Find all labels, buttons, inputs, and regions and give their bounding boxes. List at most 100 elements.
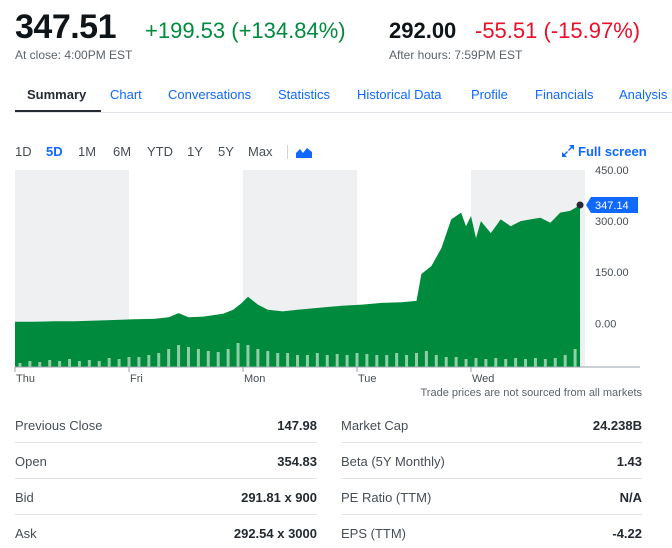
stat-ask: Ask 292.54 x 3000	[15, 515, 317, 548]
range-5d[interactable]: 5D	[46, 144, 63, 159]
stat-market-cap: Market Cap 24.238B	[341, 407, 642, 443]
volume-bar	[226, 349, 230, 367]
volume-bar	[58, 361, 62, 367]
volume-bar	[434, 355, 438, 367]
price-chart-svg: Thu Fri Mon Tue Wed 450.00 300.00 150.00 0.00 347…	[14, 165, 640, 385]
volume-bar	[543, 359, 547, 367]
last-price-callout	[586, 197, 639, 214]
fullscreen-label: Full screen	[578, 144, 647, 159]
stat-value: 1.43	[616, 454, 642, 469]
volume-bar	[464, 359, 468, 367]
x-tick-label: Wed	[472, 373, 494, 385]
range-1y[interactable]: 1Y	[187, 144, 203, 159]
volume-bar	[107, 358, 111, 367]
stat-value: 147.98	[277, 418, 317, 433]
x-tick-label: Fri	[130, 373, 143, 385]
volume-bar	[186, 347, 190, 367]
tab-analysis[interactable]: Analysis	[619, 87, 668, 102]
volume-bar	[38, 362, 42, 367]
x-tick-label: Mon	[244, 373, 265, 385]
volume-bar	[405, 355, 409, 367]
stat-label: Open	[15, 454, 47, 469]
stat-label: EPS (TTM)	[341, 526, 406, 541]
volume-bar	[117, 359, 121, 367]
range-1d[interactable]: 1D	[15, 144, 32, 159]
stat-value: 24.238B	[592, 418, 642, 433]
volume-bar	[424, 351, 428, 367]
stat-beta: Beta (5Y Monthly) 1.43	[341, 443, 642, 479]
volume-bar	[385, 355, 389, 367]
volume-bar	[196, 349, 200, 367]
volume-bar	[494, 358, 498, 367]
tab-historical-data[interactable]: Historical Data	[357, 87, 442, 102]
volume-bar	[315, 353, 319, 367]
fullscreen-button[interactable]: Full screen	[562, 144, 647, 159]
volume-bar	[325, 355, 329, 367]
volume-bar	[484, 359, 488, 367]
stat-value: -4.22	[612, 526, 642, 541]
tab-statistics[interactable]: Statistics	[278, 87, 331, 102]
range-6m[interactable]: 6M	[113, 144, 132, 159]
volume-bar	[77, 361, 81, 367]
stat-label: Bid	[15, 490, 34, 505]
stat-label: PE Ratio (TTM)	[341, 490, 432, 505]
stat-label: Beta (5Y Monthly)	[341, 454, 445, 469]
range-divider	[287, 145, 288, 159]
price-change: +199.53 (+134.84%)	[145, 18, 346, 43]
quote-header: 347.51 +199.53 (+134.84%) At close: 4:00…	[15, 8, 665, 64]
volume-bar	[147, 355, 151, 367]
x-tick-label: Thu	[16, 373, 35, 385]
volume-bar	[563, 355, 567, 367]
range-ytd[interactable]: YTD	[147, 144, 173, 159]
volume-bar	[127, 357, 131, 367]
volume-bar	[246, 345, 250, 367]
stat-value: 291.81 x 900	[241, 490, 317, 505]
volume-bar	[87, 360, 91, 367]
volume-bar	[157, 353, 161, 367]
after-hours-price: 292.00	[389, 18, 457, 43]
tab-conversations[interactable]: Conversations	[168, 87, 252, 102]
volume-bar	[524, 359, 528, 367]
volume-bar	[514, 358, 518, 367]
range-5y[interactable]: 5Y	[218, 144, 234, 159]
after-hours-change: -55.51 (-15.97%)	[475, 18, 641, 43]
volume-bar	[266, 351, 270, 367]
stat-value: N/A	[619, 490, 642, 505]
volume-bar	[48, 360, 52, 367]
mountain-chart-icon[interactable]	[296, 146, 312, 158]
volume-bar	[345, 355, 349, 367]
volume-bar	[355, 353, 359, 367]
tab-chart[interactable]: Chart	[110, 87, 142, 102]
tab-profile[interactable]: Profile	[471, 87, 508, 102]
range-1m[interactable]: 1M	[78, 144, 97, 159]
close-time-note: At close: 4:00PM EST	[15, 48, 133, 62]
volume-bar	[474, 358, 478, 367]
disclaimer: Trade prices are not sourced from all ma…	[420, 387, 642, 399]
volume-bar	[28, 361, 32, 367]
volume-bar	[533, 358, 537, 367]
range-max[interactable]: Max	[248, 144, 273, 159]
volume-bar	[553, 358, 557, 367]
volume-bar	[286, 353, 290, 367]
last-price-dot	[576, 201, 584, 209]
volume-bar	[256, 349, 260, 367]
volume-bar	[167, 349, 171, 367]
volume-bar	[97, 361, 101, 367]
volume-bar	[504, 359, 508, 367]
stat-pe-ratio: PE Ratio (TTM) N/A	[341, 479, 642, 515]
stat-eps: EPS (TTM) -4.22	[341, 515, 642, 548]
volume-bar	[365, 354, 369, 367]
volume-bar	[177, 345, 181, 367]
stat-previous-close: Previous Close 147.98	[15, 407, 317, 443]
stat-label: Previous Close	[15, 418, 103, 433]
volume-bar	[375, 355, 379, 367]
price-chart[interactable]: Thu Fri Mon Tue Wed 450.00 300.00 150.00 0.00 347…	[0, 165, 672, 405]
x-tick-label: Tue	[358, 373, 377, 385]
volume-bar	[335, 354, 339, 367]
tab-financials[interactable]: Financials	[535, 87, 594, 102]
stat-label: Market Cap	[341, 418, 409, 433]
current-price: 347.51	[15, 8, 117, 46]
tab-summary[interactable]: Summary	[27, 87, 87, 102]
volume-bar	[68, 359, 72, 367]
volume-bar	[18, 363, 22, 367]
